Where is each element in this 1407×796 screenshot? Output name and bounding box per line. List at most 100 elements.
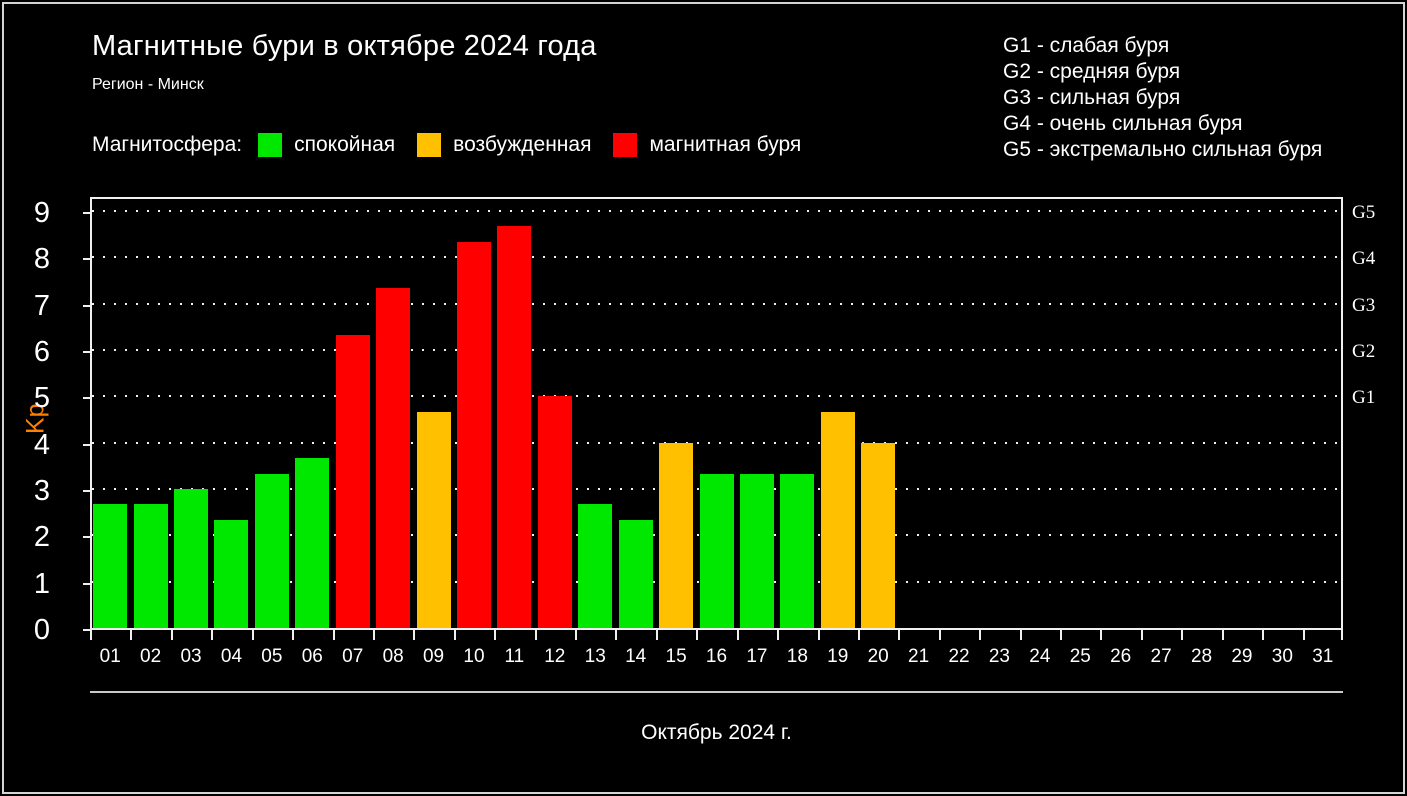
x-tick-30 [1303,630,1305,640]
right-axis-label-g5: G5 [1352,202,1376,224]
right-axis-label-g1: G1 [1352,387,1376,409]
gridline-kp-7 [92,302,1341,305]
y-tick-7 [83,304,90,307]
bar-day-10 [456,242,491,628]
x-tick-11 [535,630,537,640]
x-tick-label-31: 31 [1312,646,1334,667]
y-tick-label-2: 2 [33,521,50,554]
x-tick-label-14: 14 [625,646,647,667]
plot-area [90,197,1343,630]
bar-day-19 [820,412,855,628]
legend-label-quiet: спокойная [294,133,396,156]
x-tick-20 [898,630,900,640]
x-tick-10 [494,630,496,640]
x-tick-label-25: 25 [1069,646,1091,667]
x-tick-8 [413,630,415,640]
legend-swatch-quiet [258,133,283,157]
x-tick-18 [818,630,820,640]
x-tick-22 [979,630,981,640]
x-tick-6 [333,630,335,640]
bar-day-07 [335,335,370,628]
y-tick-label-5: 5 [33,382,50,415]
x-tick-label-17: 17 [746,646,768,667]
gridline-kp-8 [92,256,1341,259]
bar-day-18 [780,474,815,628]
x-tick-12 [575,630,577,640]
gridline-kp-4 [92,441,1341,444]
legend-label-excited: возбужденная [453,133,592,156]
legend-title: Магнитосфера: [92,133,243,156]
storm-scale-item-g1: G1 - слабая буря [1003,34,1170,57]
x-tick-5 [292,630,294,640]
y-tick-6 [83,351,90,354]
bar-day-17 [739,474,774,628]
x-tick-23 [1020,630,1022,640]
x-tick-label-09: 09 [422,646,445,667]
gridline-kp-6 [92,349,1341,352]
x-tick-label-21: 21 [908,646,930,667]
x-tick-label-01: 01 [99,646,121,667]
bar-day-03 [174,489,209,628]
page-title: Магнитные бури в октябре 2024 года [92,30,597,62]
legend-swatch-storm [613,133,638,157]
y-tick-label-3: 3 [33,475,50,507]
x-tick-label-26: 26 [1110,646,1132,667]
x-tick-label-18: 18 [786,646,808,667]
y-tick-label-8: 8 [33,243,50,276]
x-tick-27 [1181,630,1183,640]
storm-scale-item-g2: G2 - средняя буря [1003,60,1181,83]
x-tick-9 [454,630,456,640]
x-tick-label-16: 16 [705,646,728,667]
legend-label-storm: магнитная буря [649,133,802,156]
x-tick-label-28: 28 [1190,646,1213,667]
y-tick-label-7: 7 [33,289,50,322]
storm-scale-item-g3: G3 - сильная буря [1003,86,1181,109]
x-tick-label-22: 22 [948,646,970,667]
right-axis-label-g2: G2 [1352,341,1376,363]
bar-day-08 [376,288,411,628]
x-tick-2 [171,630,173,640]
magnetosphere-legend: Магнитосфера: спокойная возбужденная магни… [92,133,823,157]
x-tick-label-15: 15 [665,646,687,667]
x-axis-ticks [90,630,1343,641]
y-tick-2 [83,536,90,539]
g-scale-axis-labels: G1 G2 G3 G4 G5 [1352,197,1407,630]
bar-day-05 [254,474,289,628]
bar-day-13 [578,504,613,628]
x-tick-label-27: 27 [1150,646,1172,667]
x-tick-label-05: 05 [261,646,283,667]
x-tick-4 [252,630,254,640]
region-subtitle: Регион - Минск [92,76,204,93]
x-tick-label-19: 19 [827,646,849,667]
legend-swatch-excited [417,133,442,157]
y-tick-8 [83,258,90,261]
y-tick-4 [83,443,90,446]
y-tick-label-6: 6 [33,336,50,369]
y-tick-label-4: 4 [33,428,50,461]
x-tick-1 [130,630,132,640]
y-tick-1 [83,582,90,585]
x-tick-3 [211,630,213,640]
x-tick-25 [1100,630,1102,640]
bar-day-06 [295,458,330,628]
x-tick-label-04: 04 [220,646,243,667]
storm-scale-item-g5: G5 - экстремально сильная буря [1003,138,1323,161]
x-tick-label-13: 13 [584,646,606,667]
x-tick-17 [777,630,779,640]
x-tick-7 [373,630,375,640]
bar-day-01 [93,504,128,628]
x-tick-label-20: 20 [867,646,889,667]
storm-scale-item-g4: G4 - очень сильная буря [1003,112,1243,135]
y-tick-label-9: 9 [33,197,50,230]
y-tick-0 [83,629,90,631]
bar-day-16 [699,474,734,628]
bar-day-04 [214,520,249,628]
legend-item-storm: магнитная буря [613,133,801,157]
x-tick-label-12: 12 [544,646,566,667]
bar-day-02 [133,504,168,628]
legend-items: спокойная возбужденная магнитная буря [258,133,823,157]
y-tick-9 [83,212,90,215]
storm-scale-legend: G1 - слабая буря G2 - средняя буря G3 - си… [1003,33,1322,163]
right-axis-label-g3: G3 [1352,294,1376,316]
x-tick-label-29: 29 [1231,646,1253,667]
